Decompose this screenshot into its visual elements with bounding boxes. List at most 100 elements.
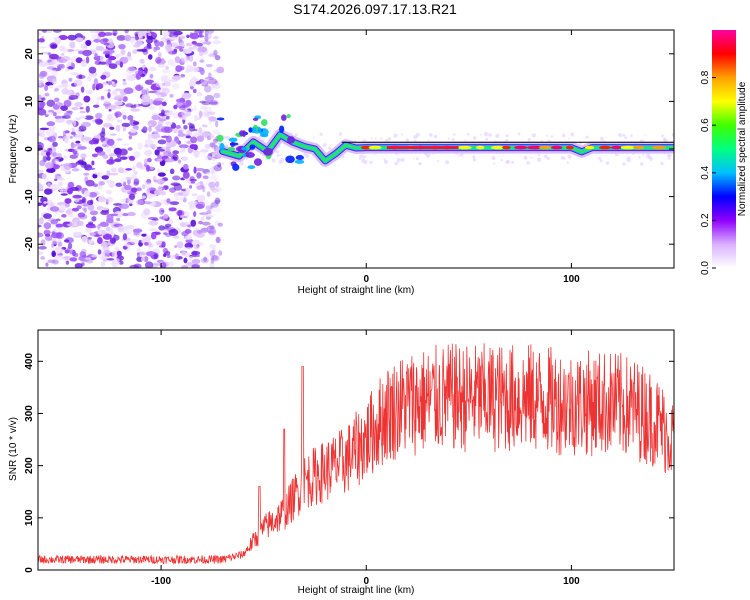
noise-blob <box>214 55 221 61</box>
noise-speck <box>294 133 298 137</box>
noise-blob <box>63 239 70 243</box>
trace-hotspot <box>610 145 622 150</box>
noise-blob <box>181 56 190 63</box>
noise-blob <box>175 197 185 201</box>
noise-speck <box>304 153 310 159</box>
noise-blob <box>205 205 213 211</box>
noise-blob <box>83 207 88 213</box>
noise-blob <box>38 169 44 174</box>
noise-blob <box>201 131 212 138</box>
spectrogram-y-ticks: 20 10 0 -10 -20 <box>24 48 674 251</box>
noise-blob <box>211 167 215 174</box>
noise-blob <box>204 34 209 42</box>
noise-blob <box>83 95 91 103</box>
noise-blob <box>200 217 205 221</box>
noise-blob <box>132 48 138 55</box>
noise-blob <box>43 213 52 219</box>
y-tick-label: 100 <box>24 509 35 526</box>
noise-blob <box>91 34 100 39</box>
noise-blob <box>193 166 197 174</box>
noise-blob <box>182 221 193 225</box>
noise-blob <box>106 147 112 154</box>
noise-blob <box>48 69 57 73</box>
noise-blob <box>149 143 157 149</box>
x-tick-label: 100 <box>563 576 580 587</box>
noise-speck <box>291 162 294 165</box>
noise-blob <box>51 243 55 248</box>
noise-blob <box>196 229 203 234</box>
noise-blob <box>55 118 65 123</box>
noise-blob <box>63 135 70 143</box>
noise-blob <box>62 114 71 119</box>
noise-blob <box>210 255 220 262</box>
noise-blob <box>100 135 106 143</box>
noise-blob <box>202 41 212 45</box>
noise-speck <box>319 132 323 136</box>
noise-blob <box>198 110 203 118</box>
noise-blob <box>118 43 126 50</box>
noise-blob <box>60 52 65 56</box>
noise-blob <box>75 37 84 43</box>
noise-blob <box>205 252 211 259</box>
noise-blob <box>73 221 78 227</box>
noise-blob <box>54 178 58 182</box>
y-tick-label: 20 <box>24 48 35 60</box>
noise-blob <box>87 203 95 211</box>
noise-blob <box>144 158 148 166</box>
noise-blob <box>211 173 220 180</box>
noise-blob <box>94 53 98 58</box>
noise-blob <box>125 73 131 77</box>
noise-blob <box>206 191 211 198</box>
noise-blob <box>39 133 46 138</box>
noise-blob <box>211 187 220 194</box>
noise-blob <box>98 31 106 38</box>
noise-blob <box>110 167 117 173</box>
noise-blob <box>67 49 74 52</box>
noise-speck <box>416 157 419 161</box>
noise-blob <box>141 233 147 237</box>
noise-blob <box>100 207 110 211</box>
noise-blob <box>89 30 100 34</box>
noise-blob <box>133 171 138 175</box>
noise-speck <box>546 157 550 161</box>
noise-blob <box>156 169 161 173</box>
noise-blob <box>79 115 87 119</box>
noise-blob <box>68 77 73 82</box>
noise-blob <box>144 149 153 157</box>
noise-blob <box>39 101 46 107</box>
noise-blob <box>199 149 209 153</box>
noise-blob <box>63 162 72 170</box>
noise-blob <box>181 92 192 99</box>
noise-blob <box>99 38 108 45</box>
noise-blob <box>169 201 180 206</box>
noise-speck <box>536 157 542 162</box>
noise-blob <box>98 228 102 236</box>
noise-blob <box>197 117 202 120</box>
noise-blob <box>115 124 121 132</box>
noise-speck <box>598 156 602 160</box>
noise-speck <box>491 155 496 161</box>
noise-blob <box>81 122 92 128</box>
noise-blob <box>191 40 197 45</box>
noise-blob <box>122 56 129 63</box>
noise-blob <box>102 154 109 160</box>
noise-blob <box>108 38 114 44</box>
noise-blob <box>139 58 145 64</box>
noise-speck <box>638 156 641 159</box>
noise-blob <box>213 69 220 73</box>
noise-blob <box>38 94 42 100</box>
noise-blob <box>213 178 221 182</box>
noise-speck <box>630 134 633 138</box>
noise-speck <box>280 158 285 162</box>
noise-blob <box>172 156 178 160</box>
noise-speck <box>427 139 430 142</box>
noise-blob <box>141 201 152 205</box>
noise-blob <box>54 37 61 45</box>
noise-blob <box>91 153 98 158</box>
noise-blob <box>137 30 146 37</box>
noise-blob <box>57 241 63 247</box>
noise-blob <box>88 239 94 244</box>
noise-blob <box>109 145 117 149</box>
trace-blob <box>228 137 238 142</box>
noise-speck <box>235 145 237 148</box>
